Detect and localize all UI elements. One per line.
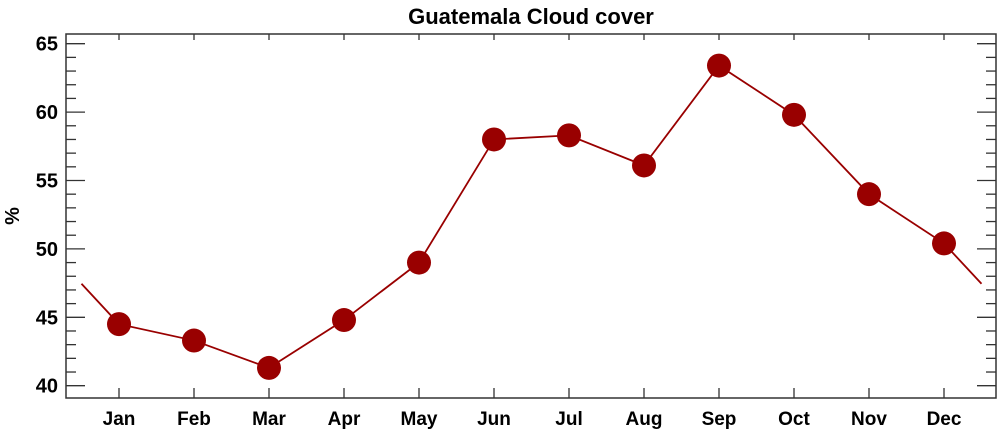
x-tick-label: Aug bbox=[626, 409, 663, 430]
x-tick-label: Jan bbox=[103, 409, 136, 430]
series-line bbox=[80, 64, 983, 369]
chart-title: Guatemala Cloud cover bbox=[408, 4, 654, 29]
data-point-feb bbox=[182, 328, 206, 353]
y-tick-label: 40 bbox=[36, 376, 58, 398]
x-tick-label: Sep bbox=[702, 409, 737, 430]
data-point-aug bbox=[632, 153, 656, 178]
data-point-jun bbox=[482, 127, 506, 152]
data-point-apr bbox=[332, 308, 356, 333]
x-tick-label: Mar bbox=[252, 409, 286, 430]
x-tick-label: Apr bbox=[328, 409, 361, 430]
x-tick-label: Dec bbox=[927, 409, 962, 430]
data-point-dec bbox=[932, 231, 956, 256]
y-tick-label: 60 bbox=[36, 102, 58, 124]
plot-frame bbox=[65, 33, 997, 399]
data-point-sep bbox=[707, 53, 731, 78]
y-axis-label: % bbox=[2, 207, 24, 225]
x-tick-label: Oct bbox=[778, 409, 810, 430]
data-point-oct bbox=[782, 102, 806, 127]
y-tick-label: 55 bbox=[36, 171, 58, 193]
data-point-nov bbox=[857, 182, 881, 207]
data-point-mar bbox=[257, 355, 281, 380]
data-point-jul bbox=[557, 123, 581, 148]
x-tick-label: Feb bbox=[177, 409, 211, 430]
x-tick-label: May bbox=[401, 409, 438, 430]
y-tick-label: 50 bbox=[36, 239, 58, 261]
x-tick-label: Nov bbox=[851, 409, 887, 430]
y-tick-label: 45 bbox=[36, 307, 58, 329]
x-tick-label: Jul bbox=[555, 409, 582, 430]
x-tick-label: Jun bbox=[477, 409, 511, 430]
y-tick-label: 65 bbox=[36, 34, 58, 56]
data-point-may bbox=[407, 250, 431, 275]
data-point-jan bbox=[107, 312, 131, 337]
